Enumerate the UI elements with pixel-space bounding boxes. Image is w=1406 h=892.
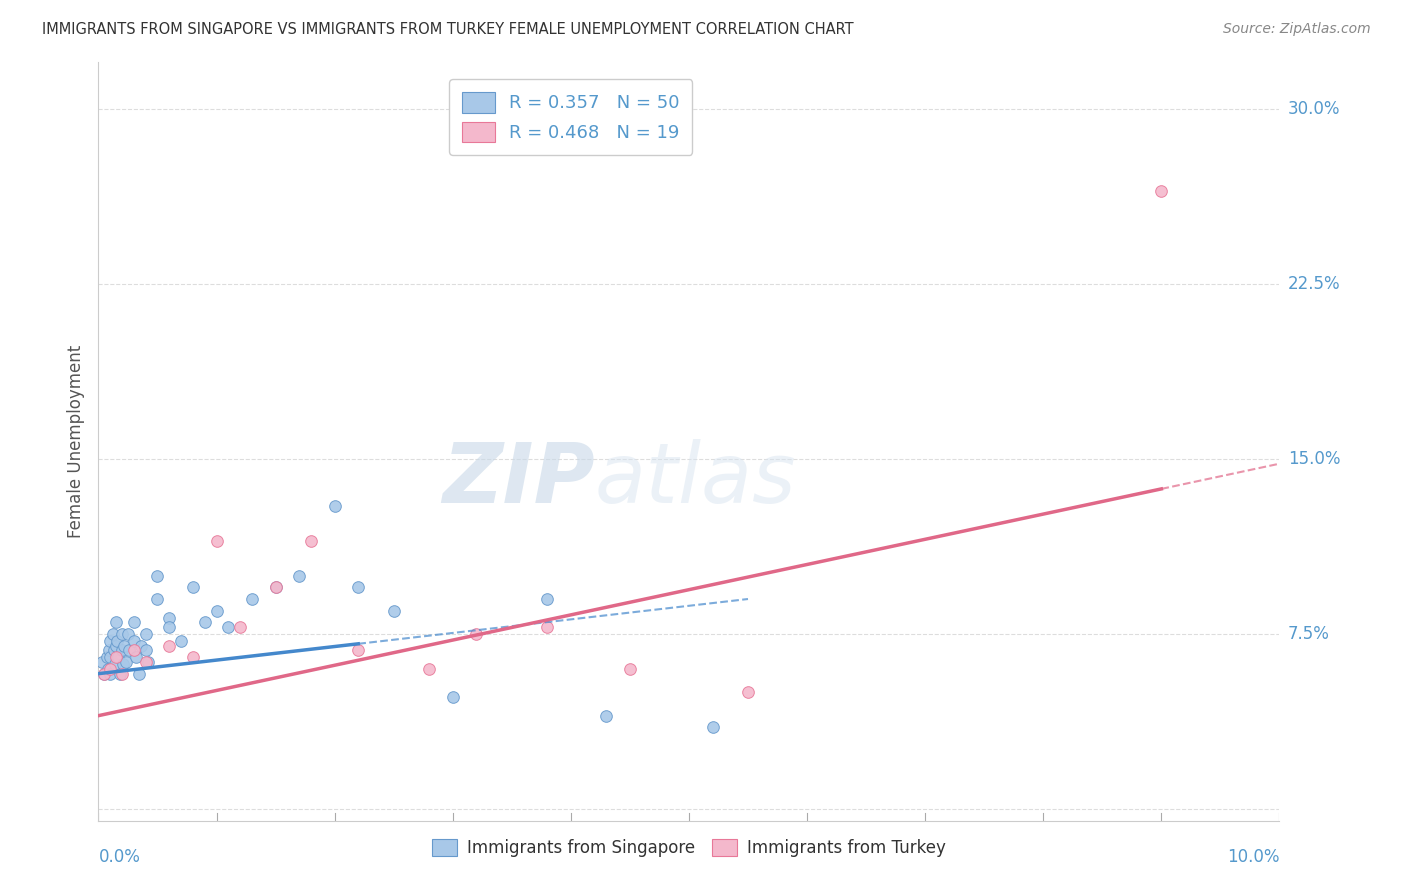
- Point: [112, 657, 135, 672]
- Text: ZIP: ZIP: [441, 439, 595, 520]
- Text: 22.5%: 22.5%: [1288, 275, 1340, 293]
- Text: 30.0%: 30.0%: [1288, 100, 1340, 118]
- Text: 0.0%: 0.0%: [98, 848, 141, 866]
- Point: [111, 666, 134, 681]
- Point: [105, 615, 128, 630]
- Point: [205, 533, 228, 548]
- Point: [107, 650, 129, 665]
- Point: [91, 655, 114, 669]
- Point: [114, 655, 136, 669]
- Point: [111, 627, 134, 641]
- Point: [105, 639, 128, 653]
- Point: [181, 580, 204, 594]
- Point: [117, 627, 139, 641]
- Point: [129, 639, 152, 653]
- Point: [111, 643, 134, 657]
- Text: 15.0%: 15.0%: [1288, 450, 1340, 468]
- Point: [108, 666, 131, 681]
- Point: [229, 620, 252, 634]
- Point: [135, 655, 157, 669]
- Point: [136, 655, 159, 669]
- Text: 10.0%: 10.0%: [1227, 848, 1279, 866]
- Point: [98, 666, 121, 681]
- Point: [104, 657, 127, 672]
- Point: [181, 650, 204, 665]
- Point: [418, 662, 440, 676]
- Point: [619, 662, 641, 676]
- Point: [157, 639, 180, 653]
- Point: [382, 604, 405, 618]
- Text: Source: ZipAtlas.com: Source: ZipAtlas.com: [1223, 22, 1371, 37]
- Point: [105, 650, 128, 665]
- Point: [157, 620, 180, 634]
- Point: [93, 666, 115, 681]
- Point: [103, 643, 125, 657]
- Point: [135, 627, 157, 641]
- Point: [93, 666, 115, 681]
- Point: [1150, 184, 1173, 198]
- Point: [441, 690, 464, 704]
- Point: [101, 627, 124, 641]
- Point: [98, 650, 121, 665]
- Point: [288, 568, 311, 582]
- Point: [536, 620, 558, 634]
- Point: [702, 720, 724, 734]
- Point: [170, 634, 193, 648]
- Point: [217, 620, 239, 634]
- Point: [536, 592, 558, 607]
- Point: [97, 662, 120, 676]
- Point: [122, 643, 145, 657]
- Point: [264, 580, 287, 594]
- Point: [347, 643, 370, 657]
- Y-axis label: Female Unemployment: Female Unemployment: [66, 345, 84, 538]
- Point: [240, 592, 263, 607]
- Point: [737, 685, 759, 699]
- Point: [465, 627, 488, 641]
- Point: [205, 604, 228, 618]
- Point: [122, 634, 145, 648]
- Point: [299, 533, 322, 548]
- Point: [595, 708, 617, 723]
- Point: [118, 643, 141, 657]
- Text: 7.5%: 7.5%: [1288, 625, 1330, 643]
- Point: [146, 592, 169, 607]
- Text: IMMIGRANTS FROM SINGAPORE VS IMMIGRANTS FROM TURKEY FEMALE UNEMPLOYMENT CORRELAT: IMMIGRANTS FROM SINGAPORE VS IMMIGRANTS …: [42, 22, 853, 37]
- Point: [146, 568, 169, 582]
- Point: [157, 610, 180, 624]
- Point: [347, 580, 370, 594]
- Point: [98, 634, 121, 648]
- Point: [135, 643, 157, 657]
- Point: [98, 662, 121, 676]
- Point: [122, 615, 145, 630]
- Point: [128, 666, 150, 681]
- Point: [96, 650, 118, 665]
- Point: [112, 639, 135, 653]
- Text: atlas: atlas: [595, 439, 796, 520]
- Point: [323, 499, 346, 513]
- Point: [194, 615, 217, 630]
- Point: [125, 650, 148, 665]
- Legend: Immigrants from Singapore, Immigrants from Turkey: Immigrants from Singapore, Immigrants fr…: [423, 830, 955, 865]
- Point: [264, 580, 287, 594]
- Point: [98, 643, 121, 657]
- Point: [105, 634, 128, 648]
